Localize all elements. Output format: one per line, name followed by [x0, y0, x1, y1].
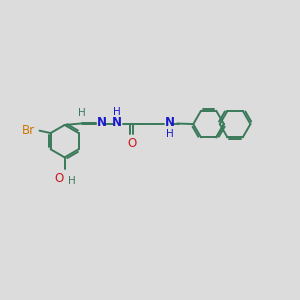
- Text: Br: Br: [22, 124, 35, 136]
- Text: O: O: [127, 137, 136, 150]
- Text: N: N: [165, 116, 175, 129]
- Text: H: H: [113, 107, 121, 117]
- Text: N: N: [112, 116, 122, 129]
- Text: H: H: [68, 176, 75, 187]
- Text: H: H: [78, 108, 86, 118]
- Text: N: N: [97, 116, 107, 129]
- Text: H: H: [166, 129, 173, 140]
- Text: O: O: [54, 172, 63, 185]
